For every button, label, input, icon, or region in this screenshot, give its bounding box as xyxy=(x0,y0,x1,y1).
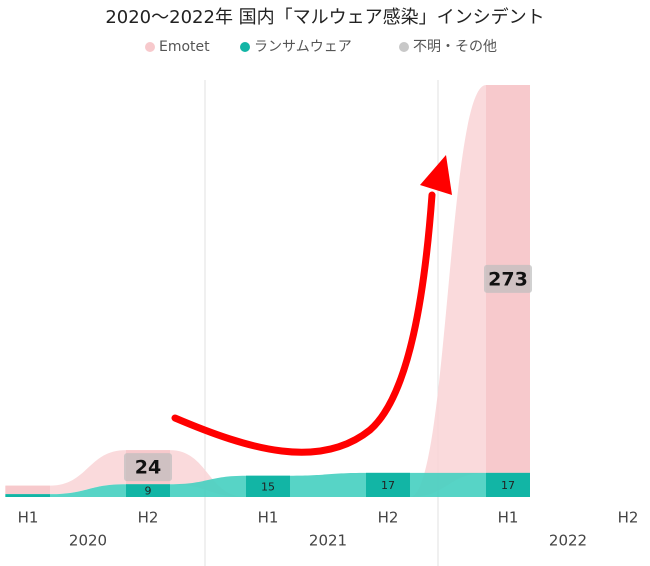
legend-swatch xyxy=(399,42,409,52)
legend-label: Emotet xyxy=(159,39,210,55)
arrow-shaft xyxy=(171,191,436,456)
year-label: 2020 xyxy=(69,532,107,550)
column-segment xyxy=(486,472,530,497)
x-tick-label: H2 xyxy=(378,509,399,527)
data-label: 9 xyxy=(145,485,152,498)
plot: 24 273 9 15 17 17 xyxy=(5,85,532,498)
chart-title: 2020～2022年 国内「マルウェア感染」インシデント xyxy=(105,7,544,28)
data-label: 273 xyxy=(488,268,528,290)
column-segment xyxy=(246,475,290,497)
data-label: 17 xyxy=(381,479,395,492)
data-label: 24 xyxy=(135,457,161,479)
x-tick-label: H1 xyxy=(18,509,39,527)
label-box xyxy=(124,453,172,482)
x-tick-label: H1 xyxy=(258,509,279,527)
data-label: 17 xyxy=(501,479,515,492)
legend-label: ランサムウェア xyxy=(254,39,352,55)
legend-label: 不明・その他 xyxy=(413,39,497,55)
trend-arrow xyxy=(171,155,452,456)
legend-swatch xyxy=(145,42,155,52)
label-box xyxy=(484,264,532,293)
x-tick-label: H1 xyxy=(498,509,519,527)
column-segment xyxy=(366,472,410,497)
ribbon xyxy=(5,85,530,497)
year-label: 2022 xyxy=(549,532,587,550)
arrow-head xyxy=(420,155,452,195)
column-segment xyxy=(126,484,170,497)
legend-swatch xyxy=(240,42,250,52)
data-label: 15 xyxy=(261,480,275,493)
x-tick-label: H2 xyxy=(138,509,159,527)
x-tick-label: H2 xyxy=(618,509,639,527)
column-segment xyxy=(6,494,50,497)
column-segment xyxy=(6,485,50,495)
year-label: 2021 xyxy=(309,532,347,550)
